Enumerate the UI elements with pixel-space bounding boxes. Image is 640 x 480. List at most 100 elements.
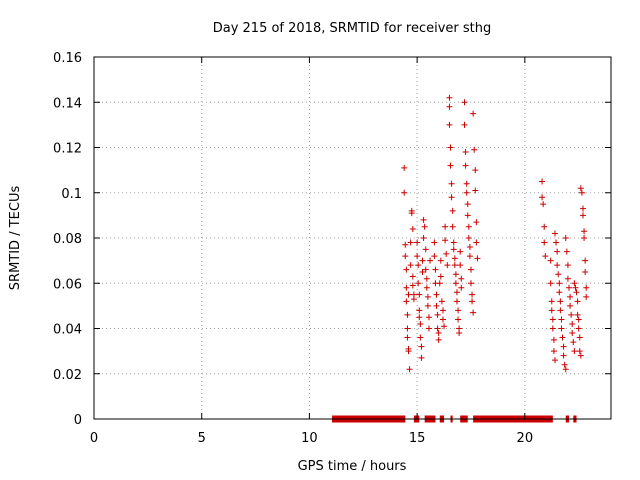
data-point bbox=[467, 266, 474, 273]
data-point bbox=[567, 293, 574, 300]
data-point bbox=[409, 282, 416, 289]
data-point bbox=[465, 235, 472, 241]
data-point bbox=[425, 314, 432, 321]
y-tick-label: 0.16 bbox=[53, 51, 82, 66]
data-point bbox=[435, 330, 442, 337]
data-point bbox=[473, 239, 480, 246]
data-point bbox=[452, 271, 459, 278]
data-point bbox=[542, 253, 549, 260]
data-point bbox=[453, 298, 460, 305]
data-point bbox=[463, 189, 470, 196]
data-point bbox=[458, 284, 465, 291]
y-tick-label: 0.08 bbox=[53, 232, 82, 247]
data-points bbox=[401, 94, 590, 373]
y-tick-label: 0.14 bbox=[53, 96, 82, 111]
x-tick-label: 20 bbox=[517, 431, 534, 446]
data-point bbox=[553, 239, 560, 246]
data-point bbox=[572, 284, 579, 291]
data-point bbox=[577, 352, 584, 359]
data-point bbox=[579, 212, 586, 219]
data-point bbox=[416, 291, 423, 298]
data-point bbox=[427, 257, 434, 264]
data-point bbox=[547, 257, 554, 264]
data-point bbox=[403, 266, 410, 273]
data-point bbox=[415, 262, 422, 269]
data-point bbox=[457, 262, 464, 269]
data-point bbox=[417, 320, 424, 327]
data-point bbox=[461, 121, 468, 128]
chart-title: Day 215 of 2018, SRMTID for receiver sth… bbox=[213, 21, 492, 36]
data-point bbox=[420, 216, 427, 223]
data-point bbox=[564, 275, 571, 282]
data-point bbox=[433, 302, 440, 309]
data-point bbox=[469, 291, 476, 298]
data-point bbox=[550, 348, 557, 355]
data-point bbox=[539, 178, 546, 185]
data-point bbox=[439, 316, 446, 323]
data-point bbox=[571, 280, 578, 287]
data-point bbox=[558, 316, 565, 323]
data-point bbox=[582, 268, 589, 275]
axis-ticks bbox=[93, 56, 611, 420]
data-point bbox=[407, 239, 414, 246]
y-tick-label: 0 bbox=[74, 413, 82, 428]
data-point bbox=[578, 189, 585, 196]
data-point bbox=[417, 334, 424, 341]
data-point bbox=[450, 239, 457, 246]
data-point bbox=[449, 207, 456, 214]
data-point bbox=[452, 280, 459, 287]
data-point bbox=[437, 257, 444, 264]
data-point bbox=[423, 275, 430, 282]
data-point bbox=[422, 246, 429, 253]
data-point bbox=[447, 162, 454, 169]
data-point bbox=[449, 223, 456, 230]
y-axis-label: SRMTID / TECUs bbox=[8, 186, 23, 291]
x-tick-labels: 0 5 10 15 20 bbox=[90, 431, 533, 446]
data-point bbox=[548, 307, 555, 314]
data-point bbox=[414, 253, 421, 260]
data-point bbox=[458, 275, 465, 282]
data-point bbox=[547, 280, 554, 287]
data-point bbox=[557, 298, 564, 305]
data-point bbox=[557, 307, 564, 314]
data-point bbox=[474, 255, 481, 262]
data-point bbox=[409, 225, 416, 232]
x-tick-label: 10 bbox=[301, 431, 318, 446]
data-point bbox=[419, 268, 426, 275]
data-point bbox=[575, 316, 582, 323]
data-point bbox=[401, 189, 408, 196]
y-tick-label: 0.02 bbox=[53, 368, 82, 383]
data-point bbox=[565, 284, 572, 291]
data-point bbox=[416, 314, 423, 321]
data-point bbox=[560, 352, 567, 359]
data-point bbox=[431, 253, 438, 260]
data-point bbox=[451, 262, 458, 269]
data-point bbox=[441, 323, 448, 330]
data-point bbox=[576, 348, 583, 355]
data-point bbox=[401, 164, 408, 171]
data-point bbox=[438, 298, 445, 305]
data-point bbox=[583, 293, 590, 300]
data-point bbox=[549, 316, 556, 323]
x-tick-label: 15 bbox=[409, 431, 426, 446]
data-point bbox=[451, 255, 458, 262]
data-point bbox=[423, 284, 430, 291]
y-tick-label: 0.12 bbox=[53, 142, 82, 157]
data-point bbox=[416, 307, 423, 314]
data-point bbox=[541, 223, 548, 230]
data-point bbox=[457, 248, 464, 255]
data-point bbox=[409, 273, 416, 280]
data-point bbox=[556, 280, 563, 287]
data-point bbox=[548, 298, 555, 305]
grid-lines bbox=[94, 57, 611, 419]
data-point bbox=[455, 307, 462, 314]
data-point bbox=[575, 325, 582, 332]
data-point bbox=[424, 302, 431, 309]
y-tick-labels: 0 0.02 0.04 0.06 0.08 0.1 0.12 0.14 0.16 bbox=[53, 51, 82, 428]
data-point bbox=[568, 311, 575, 318]
data-point bbox=[466, 253, 473, 260]
data-point bbox=[442, 237, 449, 244]
data-point bbox=[563, 248, 570, 255]
data-point bbox=[402, 241, 409, 248]
data-point bbox=[405, 291, 412, 298]
